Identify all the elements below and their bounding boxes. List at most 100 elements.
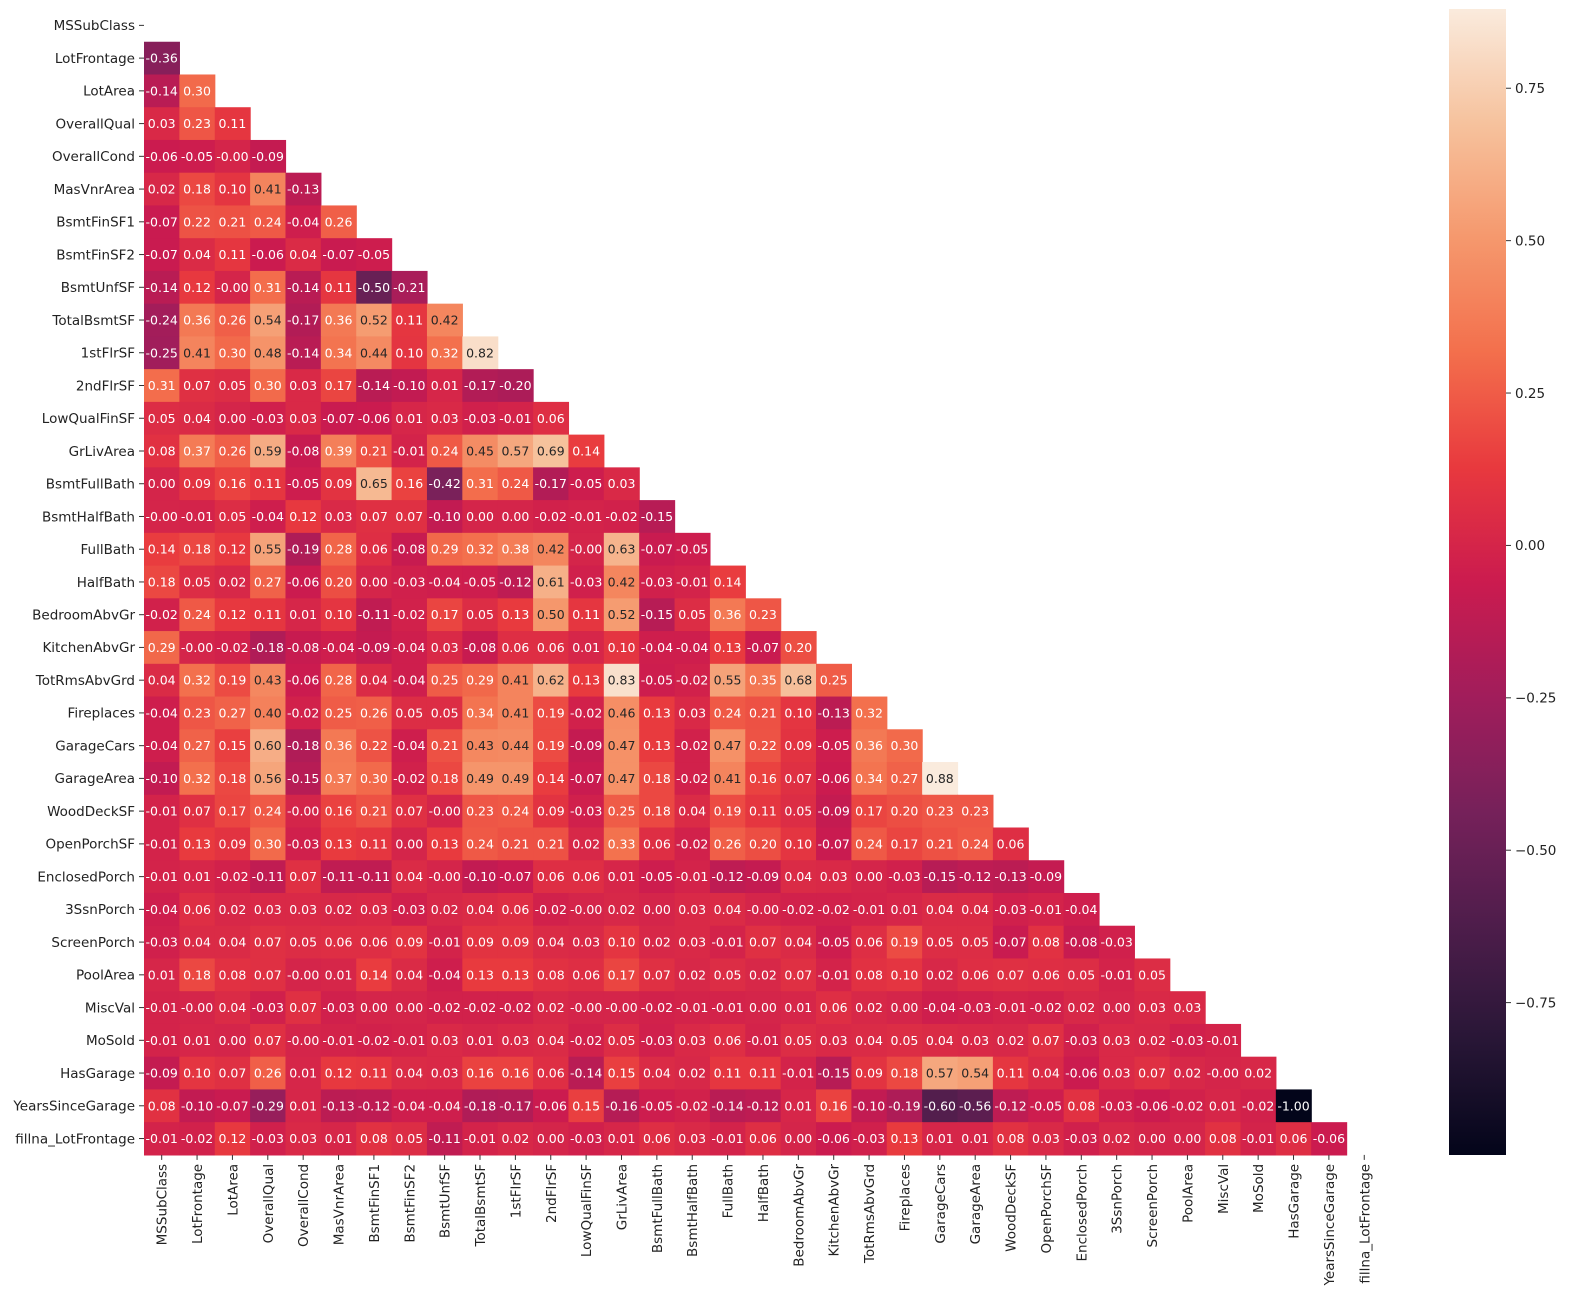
heatmap-cell xyxy=(320,270,357,305)
cell-value-label: -0.04 xyxy=(676,640,708,655)
heatmap-cell xyxy=(639,500,676,534)
heatmap-cell xyxy=(533,991,570,1025)
cell-value-label: -0.08 xyxy=(393,542,425,557)
heatmap-cell xyxy=(957,860,994,894)
cell-value-label: 0.02 xyxy=(1138,1033,1166,1048)
cell-value-label: -0.04 xyxy=(146,705,178,720)
cell-value-label: 0.13 xyxy=(714,640,742,655)
heatmap-cell xyxy=(780,663,817,698)
cell-value-label: 0.14 xyxy=(572,443,600,458)
cell-value-label: 0.04 xyxy=(219,935,247,950)
heatmap-cell xyxy=(144,827,180,861)
cell-value-label: 0.36 xyxy=(325,313,353,328)
heatmap-cell xyxy=(214,467,251,501)
cell-value-label: 0.21 xyxy=(219,214,247,229)
cell-value-label: 0.29 xyxy=(466,673,494,688)
heatmap-cell xyxy=(745,925,782,960)
cell-value-label: 0.03 xyxy=(678,1033,706,1048)
cell-value-label: -0.50 xyxy=(358,280,390,295)
y-tick-label: YearsSinceGarage xyxy=(12,1099,135,1115)
heatmap-cell xyxy=(214,729,251,763)
heatmap-cell xyxy=(992,892,1029,927)
heatmap-cell xyxy=(391,762,428,796)
cell-value-label: 0.05 xyxy=(926,935,954,950)
heatmap-cell xyxy=(1134,958,1171,992)
heatmap-cell xyxy=(851,892,888,927)
cell-value-label: 0.11 xyxy=(997,1066,1025,1081)
heatmap-cell xyxy=(886,1089,923,1123)
heatmap-cell xyxy=(285,532,322,567)
cell-value-label: 0.18 xyxy=(183,182,211,197)
cell-value-label: 0.57 xyxy=(501,443,529,458)
heatmap-cell xyxy=(462,336,499,370)
heatmap-cell xyxy=(356,1023,393,1058)
cell-value-label: 0.03 xyxy=(501,1033,529,1048)
cell-value-label: -0.02 xyxy=(676,771,708,786)
heatmap-cell xyxy=(709,1122,746,1156)
x-axis: MSSubClass LotFrontage LotArea OverallQual O… xyxy=(155,1154,1373,1287)
cell-value-label: -0.05 xyxy=(641,869,673,884)
colorbar-tick-label: −0.75 xyxy=(1515,995,1556,1011)
heatmap-cell xyxy=(179,172,216,207)
cell-value-label: 0.32 xyxy=(183,771,211,786)
cell-value-label: -0.15 xyxy=(287,771,319,786)
heatmap-cell xyxy=(745,1023,782,1058)
heatmap-cell xyxy=(1169,1023,1206,1058)
heatmap-cell xyxy=(214,1089,251,1123)
cell-value-label: 0.28 xyxy=(325,673,353,688)
heatmap-cell xyxy=(250,925,287,960)
heatmap-cell xyxy=(179,270,216,305)
cell-value-label: 0.01 xyxy=(572,640,600,655)
heatmap-cell xyxy=(568,696,605,730)
x-tick-label: OpenPorchSF xyxy=(1039,1164,1055,1254)
heatmap-cell xyxy=(391,532,428,567)
heatmap-cell xyxy=(144,172,180,207)
cell-value-label: 0.06 xyxy=(820,1000,848,1015)
cell-value-label: 0.30 xyxy=(254,836,282,851)
colorbar-tick-label: 0.50 xyxy=(1515,233,1545,249)
cell-value-label: -0.14 xyxy=(358,378,390,393)
cell-value-label: 0.11 xyxy=(749,1066,777,1081)
cell-value-label: -0.07 xyxy=(641,542,673,557)
heatmap-cell xyxy=(214,696,251,730)
heatmap-cell xyxy=(1028,860,1065,894)
cell-value-label: -0.01 xyxy=(393,443,425,458)
cell-value-label: 0.07 xyxy=(360,509,388,524)
heatmap-cell xyxy=(1134,1122,1171,1156)
heatmap-cell xyxy=(922,1089,959,1123)
cell-value-label: 0.52 xyxy=(360,313,388,328)
heatmap-cell xyxy=(886,925,923,960)
cell-value-label: 0.20 xyxy=(891,804,919,819)
heatmap-cell xyxy=(285,696,322,730)
x-tick-label: PoolArea xyxy=(1180,1164,1196,1223)
cell-value-label: 0.69 xyxy=(537,443,565,458)
heatmap-cell xyxy=(250,860,287,894)
cell-value-label: 0.02 xyxy=(678,967,706,982)
cell-value-label: 0.00 xyxy=(855,869,883,884)
cell-value-label: -0.06 xyxy=(146,149,178,164)
cell-value-label: 0.01 xyxy=(1209,1098,1237,1113)
heatmap-cell xyxy=(674,1056,711,1091)
heatmap-cell xyxy=(356,1056,393,1091)
heatmap-cell xyxy=(320,238,357,272)
cell-value-label: 0.03 xyxy=(1103,1066,1131,1081)
cell-value-label: -0.10 xyxy=(428,509,460,524)
cell-value-label: 0.02 xyxy=(572,836,600,851)
heatmap-cell xyxy=(250,401,287,436)
cell-value-label: -0.02 xyxy=(181,1131,213,1146)
heatmap-cell xyxy=(179,696,216,730)
cell-value-label: 0.16 xyxy=(395,476,423,491)
colorbar-tick-label: −0.50 xyxy=(1515,843,1556,859)
cell-value-label: 0.03 xyxy=(678,705,706,720)
x-tick-label: LotFrontage xyxy=(190,1164,206,1244)
cell-value-label: 0.00 xyxy=(360,1000,388,1015)
y-tick-label: BsmtUnfSF xyxy=(61,280,135,296)
heatmap-cell xyxy=(426,827,463,861)
heatmap-cell xyxy=(603,925,640,960)
heatmap-cell xyxy=(497,827,534,861)
heatmap-cell xyxy=(426,729,463,763)
heatmap-cell xyxy=(1098,958,1135,992)
heatmap-cell xyxy=(568,1023,605,1058)
heatmap-cell xyxy=(568,467,605,501)
heatmap-cell xyxy=(709,729,746,763)
